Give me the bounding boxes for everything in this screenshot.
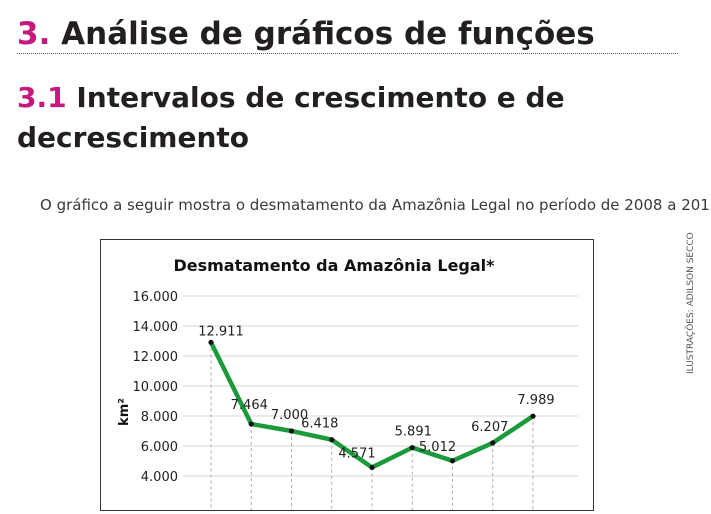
subsection-heading: 3.1 Intervalos de crescimento e de decre… bbox=[17, 78, 711, 158]
y-tick-label: 10.000 bbox=[133, 380, 179, 395]
data-label: 5.012 bbox=[419, 440, 456, 455]
y-tick-label: 14.000 bbox=[133, 320, 179, 335]
chart-frame: Desmatamento da Amazônia Legal* km² 4.00… bbox=[100, 239, 594, 511]
data-point bbox=[329, 437, 335, 443]
chart-title: Desmatamento da Amazônia Legal* bbox=[173, 256, 495, 275]
data-point bbox=[530, 413, 536, 419]
data-label: 7.989 bbox=[517, 393, 554, 408]
data-point bbox=[248, 421, 254, 427]
section-heading: 3. Análise de gráficos de funções bbox=[17, 14, 595, 54]
y-tick-label: 4.000 bbox=[141, 470, 178, 485]
data-point bbox=[409, 445, 415, 451]
data-label: 7.464 bbox=[231, 398, 268, 413]
intro-paragraph: O gráfico a seguir mostra o desmatamento… bbox=[40, 196, 711, 214]
data-point bbox=[369, 464, 375, 471]
data-label: 6.207 bbox=[471, 420, 508, 435]
y-tick-label: 12.000 bbox=[133, 350, 179, 365]
data-point bbox=[288, 428, 295, 434]
data-label: 7.000 bbox=[271, 408, 308, 423]
y-tick-label: 16.000 bbox=[133, 290, 179, 305]
line-chart: Desmatamento da Amazônia Legal* km² 4.00… bbox=[117, 256, 578, 510]
data-point bbox=[208, 339, 214, 345]
section-title: Análise de gráficos de funções bbox=[61, 16, 595, 52]
y-tick-label: 8.000 bbox=[141, 410, 178, 425]
subsection-title: Intervalos de crescimento e de decrescim… bbox=[17, 81, 565, 154]
data-point bbox=[490, 440, 496, 446]
subsection-number: 3.1 bbox=[17, 81, 67, 114]
data-label: 4.571 bbox=[338, 446, 375, 461]
heading-divider bbox=[17, 53, 678, 54]
section-number: 3. bbox=[17, 16, 51, 52]
data-label: 5.891 bbox=[395, 425, 432, 440]
data-point bbox=[449, 458, 456, 464]
illustration-credit: ILUSTRAÇÕES: ADILSON SECCO bbox=[686, 232, 696, 374]
y-axis-label: km² bbox=[117, 398, 132, 426]
data-label: 12.911 bbox=[198, 324, 244, 339]
y-tick-label: 6.000 bbox=[141, 440, 178, 455]
data-label: 6.418 bbox=[301, 417, 338, 432]
